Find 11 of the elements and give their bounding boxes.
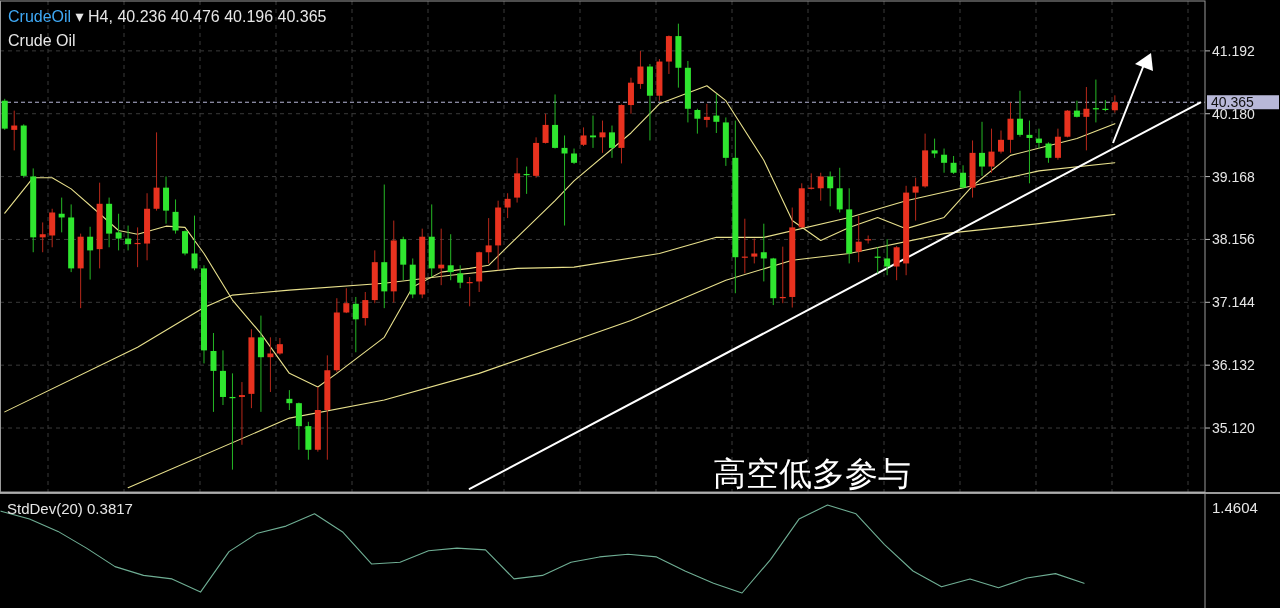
y-tick-label: 37.144 [1212, 294, 1256, 311]
y-tick-label: 36.132 [1212, 357, 1256, 374]
y-tick-label: 41.192 [1212, 42, 1256, 59]
y-tick-label: 35.120 [1212, 420, 1256, 437]
text: Crude Oil [8, 32, 76, 49]
annotation: 高空低多参与 [713, 455, 911, 492]
chart-title: StdDev(20) 0.3817 [7, 500, 133, 517]
chart-title: CrudeOil ▾ H4, 40.236 40.476 40.196 40.365 [8, 8, 327, 25]
text: 1.4604 [1212, 499, 1258, 516]
y-tick-label: 39.168 [1212, 168, 1256, 185]
y-tick-label: 38.156 [1212, 231, 1256, 248]
